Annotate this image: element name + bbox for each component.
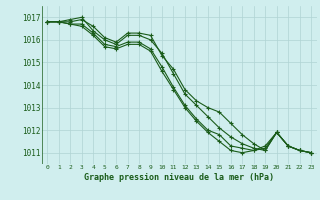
X-axis label: Graphe pression niveau de la mer (hPa): Graphe pression niveau de la mer (hPa) <box>84 173 274 182</box>
